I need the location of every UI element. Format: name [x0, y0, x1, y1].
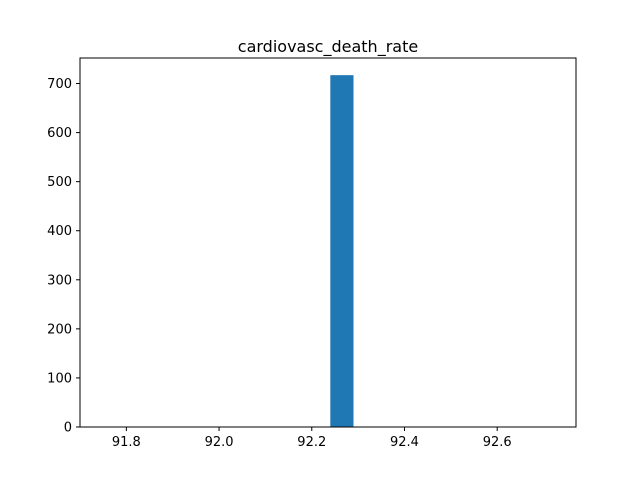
histogram-bar — [330, 75, 354, 428]
chart-title: cardiovasc_death_rate — [238, 37, 418, 57]
y-tick-label: 400 — [47, 224, 72, 239]
x-tick-label: 92.0 — [205, 435, 234, 450]
x-tick-label: 92.2 — [297, 435, 326, 450]
y-tick-label: 700 — [47, 77, 72, 92]
y-axis-ticks: 0 100 200 300 400 500 600 700 — [47, 77, 80, 436]
y-tick-label: 300 — [47, 273, 72, 288]
x-axis-ticks: 91.8 92.0 92.2 92.4 92.6 — [112, 427, 512, 450]
y-tick-label: 200 — [47, 322, 72, 337]
y-tick-label: 100 — [47, 371, 72, 386]
y-tick-label: 600 — [47, 126, 72, 141]
x-tick-label: 92.4 — [390, 435, 419, 450]
x-tick-label: 91.8 — [112, 435, 141, 450]
y-tick-label: 500 — [47, 175, 72, 190]
bars-layer — [330, 75, 354, 428]
plot-frame — [79, 57, 577, 428]
y-tick-label: 0 — [64, 421, 72, 436]
x-tick-label: 92.6 — [483, 435, 512, 450]
plot-area — [80, 58, 576, 427]
